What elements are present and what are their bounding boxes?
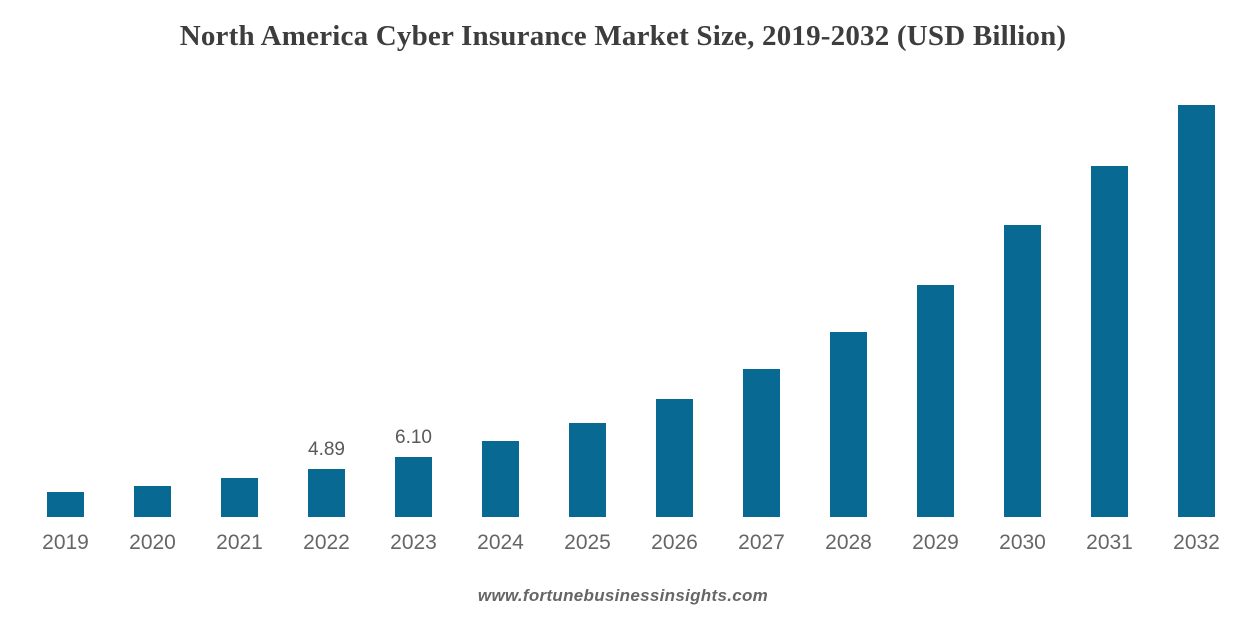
bar-2020 (134, 485, 171, 517)
x-tick-2022: 2022 (303, 531, 350, 554)
bar-column (544, 105, 631, 517)
bar-column: 4.89 (283, 105, 370, 517)
x-tick-2019: 2019 (42, 531, 89, 554)
x-tick-2025: 2025 (564, 531, 611, 554)
bar-2022 (308, 469, 345, 517)
x-tick-2028: 2028 (825, 531, 872, 554)
bar-column (196, 105, 283, 517)
bar-2032 (1178, 105, 1215, 517)
bar-column (631, 105, 718, 517)
bar-2027 (743, 368, 780, 517)
x-axis: 2019 2020 2021 2022 2023 2024 2025 2026 2027 2028… (22, 531, 1240, 555)
bar-2019 (47, 491, 84, 517)
bar-plot: 4.89 6.10 (22, 105, 1240, 517)
bar-2028 (830, 331, 867, 517)
bar-column (109, 105, 196, 517)
x-tick-2021: 2021 (216, 531, 263, 554)
x-tick-2029: 2029 (912, 531, 959, 554)
x-tick-2032: 2032 (1173, 531, 1220, 554)
data-label-2023: 6.10 (395, 427, 432, 449)
data-label-2022: 4.89 (308, 439, 345, 461)
x-tick-2024: 2024 (477, 531, 524, 554)
bar-column (979, 105, 1066, 517)
bar-column (22, 105, 109, 517)
x-tick-2027: 2027 (738, 531, 785, 554)
bar-2023 (395, 457, 432, 517)
x-tick-2020: 2020 (129, 531, 176, 554)
bar-column (805, 105, 892, 517)
bar-column (1153, 105, 1240, 517)
bar-2024 (482, 441, 519, 517)
x-tick-2026: 2026 (651, 531, 698, 554)
bar-column: 6.10 (370, 105, 457, 517)
chart-title: North America Cyber Insurance Market Siz… (179, 20, 1067, 52)
bar-2031 (1091, 165, 1128, 517)
bar-2025 (569, 422, 606, 517)
bar-column (457, 105, 544, 517)
x-tick-2030: 2030 (999, 531, 1046, 554)
bar-2029 (917, 284, 954, 517)
source-watermark: www.fortunebusinessinsights.com (477, 586, 769, 605)
x-tick-2031: 2031 (1086, 531, 1133, 554)
bar-column (892, 105, 979, 517)
bar-2026 (656, 399, 693, 517)
bar-column (718, 105, 805, 517)
bar-2030 (1004, 224, 1041, 517)
bar-2021 (221, 477, 258, 517)
x-tick-2023: 2023 (390, 531, 437, 554)
bar-column (1066, 105, 1153, 517)
